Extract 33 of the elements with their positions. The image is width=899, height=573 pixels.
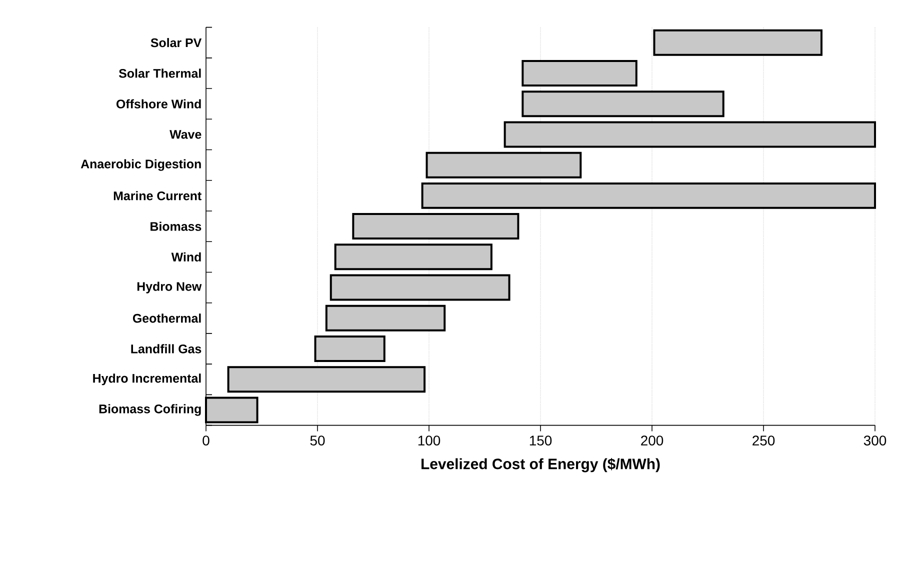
y-tick-label: Geothermal bbox=[132, 314, 201, 323]
x-tick-label: 200 bbox=[641, 436, 664, 446]
x-tick-label: 250 bbox=[752, 436, 775, 446]
y-tick-label: Biomass Cofiring bbox=[99, 404, 201, 416]
y-tick-label: Hydro Incremental bbox=[93, 374, 201, 386]
bar bbox=[522, 60, 638, 86]
bar bbox=[504, 121, 876, 148]
bar bbox=[421, 182, 876, 209]
x-tick-label: 50 bbox=[310, 436, 325, 446]
y-tick-label: Solar PV bbox=[150, 38, 202, 48]
bar bbox=[334, 244, 492, 270]
y-tick-label: Landfill Gas bbox=[131, 344, 202, 354]
x-tick-label: 300 bbox=[864, 436, 886, 446]
bar bbox=[325, 304, 446, 332]
bar bbox=[352, 213, 520, 240]
x-tick-label: 0 bbox=[202, 436, 210, 446]
x-tick-label: 100 bbox=[418, 436, 440, 446]
y-tick-label: Hydro New bbox=[137, 282, 202, 294]
bar bbox=[522, 90, 724, 118]
y-tick-label: Marine Current bbox=[114, 191, 202, 200]
y-tick-label: Solar Thermal bbox=[118, 68, 201, 78]
y-tick-label: Anaerobic Digestion bbox=[80, 159, 201, 171]
bar bbox=[653, 29, 822, 56]
x-axis-title: Levelized Cost of Energy ($/MWh) bbox=[422, 458, 660, 472]
bar bbox=[330, 274, 510, 301]
bar bbox=[426, 152, 582, 178]
bar bbox=[227, 366, 426, 393]
y-tick-label: Biomass bbox=[150, 222, 202, 231]
x-tick-label: 150 bbox=[530, 436, 552, 446]
y-tick-label: Wind bbox=[171, 252, 201, 262]
y-tick-label: Offshore Wind bbox=[116, 99, 201, 108]
y-tick-label: Wave bbox=[170, 130, 202, 139]
bar bbox=[314, 336, 386, 362]
